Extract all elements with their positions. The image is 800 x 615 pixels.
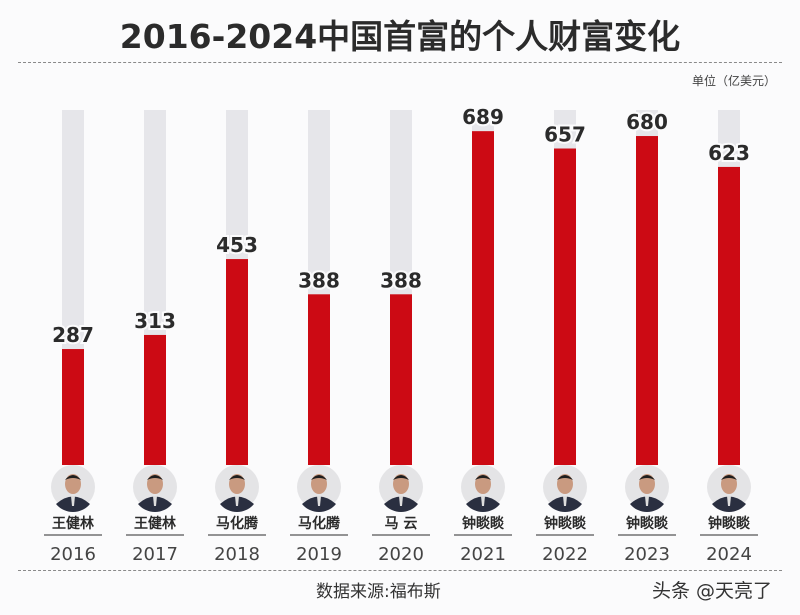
- chart-title: 2016-2024中国首富的个人财富变化: [119, 17, 681, 56]
- avatar-shirt-icon: [645, 496, 649, 506]
- avatar-shirt-icon: [317, 496, 321, 506]
- avatar-face-icon: [557, 474, 573, 494]
- value-label: 657: [544, 123, 586, 147]
- avatar-shirt-icon: [71, 496, 75, 506]
- avatar-hair-icon: [311, 475, 327, 480]
- bar-2017: [144, 334, 166, 465]
- avatar-shirt-icon: [563, 496, 567, 506]
- bar-2016: [62, 349, 84, 465]
- value-label: 453: [216, 233, 258, 257]
- avatar-face-icon: [639, 474, 655, 494]
- avatar-hair-icon: [393, 475, 409, 480]
- avatar-face-icon: [229, 474, 245, 494]
- bar-2018: [226, 259, 248, 465]
- bar-2024: [718, 166, 740, 465]
- footer-divider: [18, 570, 782, 571]
- bar-2023: [636, 136, 658, 466]
- x-tick-label: 2020: [378, 544, 424, 565]
- person-name: 马 云: [385, 516, 418, 532]
- value-label: 388: [380, 268, 422, 292]
- person-name: 王健林: [134, 515, 176, 532]
- person-name: 钟睒睒: [708, 515, 750, 532]
- x-tick-label: 2018: [214, 544, 260, 565]
- value-label: 287: [52, 323, 94, 347]
- avatar-hair-icon: [721, 475, 737, 480]
- title-divider: [18, 62, 782, 63]
- avatar-shirt-icon: [235, 496, 239, 506]
- value-label: 388: [298, 268, 340, 292]
- avatar-shirt-icon: [727, 496, 731, 506]
- value-label: 689: [462, 105, 504, 129]
- avatar-hair-icon: [229, 475, 245, 480]
- person-name: 马化腾: [298, 515, 341, 532]
- unit-label: 单位（亿美元）: [691, 74, 776, 88]
- avatar-face-icon: [475, 474, 491, 494]
- avatar-face-icon: [147, 474, 163, 494]
- x-tick-label: 2022: [542, 544, 588, 565]
- avatar-hair-icon: [147, 475, 163, 480]
- value-label: 680: [626, 110, 668, 134]
- person-name: 王健林: [52, 515, 94, 532]
- x-tick-label: 2019: [296, 544, 342, 565]
- value-label: 313: [134, 309, 176, 333]
- avatar-hair-icon: [65, 475, 81, 480]
- avatar-shirt-icon: [399, 496, 403, 506]
- x-tick-label: 2023: [624, 544, 670, 565]
- watermark: 头条 @天亮了: [651, 580, 772, 602]
- bar-2019: [308, 294, 330, 465]
- value-label: 623: [708, 141, 750, 165]
- avatar-hair-icon: [639, 475, 655, 480]
- avatar-face-icon: [393, 474, 409, 494]
- person-name: 钟睒睒: [544, 515, 586, 532]
- x-tick-label: 2021: [460, 544, 506, 565]
- x-tick-label: 2017: [132, 544, 178, 565]
- avatar-face-icon: [721, 474, 737, 494]
- person-name: 钟睒睒: [462, 515, 504, 532]
- x-tick-label: 2016: [50, 544, 96, 565]
- bar-2022: [554, 148, 576, 466]
- bar-2020: [390, 294, 412, 465]
- data-source: 数据来源:福布斯: [316, 582, 441, 602]
- bar-2021: [472, 131, 494, 466]
- avatar-hair-icon: [475, 475, 491, 480]
- avatar-shirt-icon: [153, 496, 157, 506]
- avatar-hair-icon: [557, 475, 573, 480]
- x-tick-label: 2024: [706, 544, 752, 565]
- person-name: 钟睒睒: [626, 515, 668, 532]
- avatar-shirt-icon: [481, 496, 485, 506]
- avatar-face-icon: [65, 474, 81, 494]
- person-name: 马化腾: [216, 515, 259, 532]
- avatar-face-icon: [311, 474, 327, 494]
